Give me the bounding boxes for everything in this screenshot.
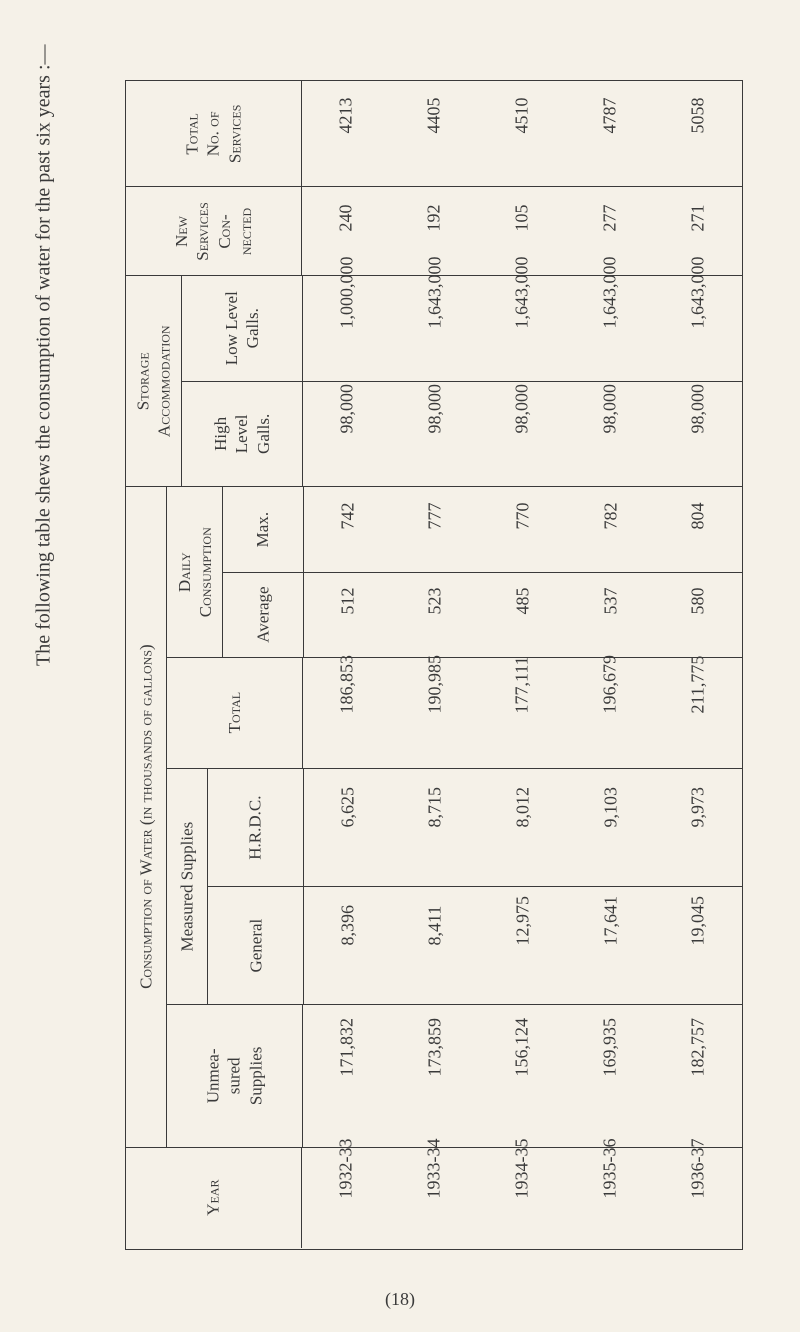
page-number: (18) <box>385 1289 415 1310</box>
label-consumption: Consumption of Water (in thousands of ga… <box>135 645 156 990</box>
label-storage: StorageAccommodation <box>132 325 175 437</box>
table-caption: The following table shews the consumptio… <box>33 44 56 666</box>
label-storage-high: HighLevelGalls. <box>210 414 274 454</box>
label-total: Total <box>224 692 245 733</box>
label-daily: DailyConsumption <box>173 527 216 617</box>
label-year: Year <box>203 1180 224 1216</box>
label-hrdc: H.R.D.C. <box>245 795 266 859</box>
label-new-services: NewServicesCon-nected <box>171 202 256 261</box>
label-measured: Measured Supplies <box>176 822 197 952</box>
label-total-services: TotalNo. ofServices <box>182 104 246 163</box>
data-table: TotalNo. ofServices 4213 4405 4510 4787 … <box>125 80 743 1250</box>
label-unmea: Unmea-suredSupplies <box>203 1047 267 1106</box>
label-daily-avg: Average <box>252 587 273 643</box>
label-daily-max: Max. <box>252 512 273 547</box>
label-storage-low: Low LevelGalls. <box>221 291 264 365</box>
label-general: General <box>245 919 266 973</box>
